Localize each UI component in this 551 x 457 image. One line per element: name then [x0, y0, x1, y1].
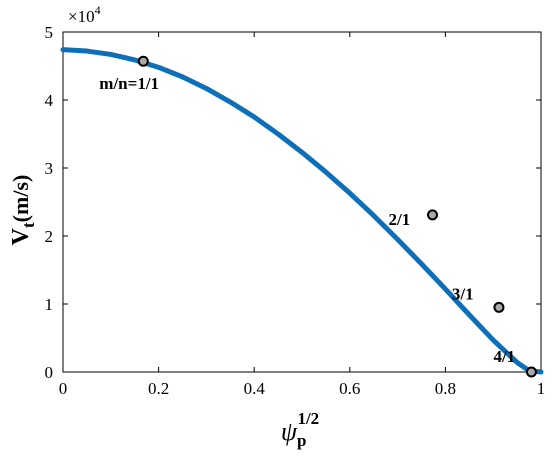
y-tick-label: 2	[45, 227, 54, 246]
y-axis-label: Vt(m/s)	[8, 175, 38, 246]
x-tick-label: 0.8	[435, 379, 456, 398]
data-point-marker	[426, 209, 438, 221]
data-point-label: 2/1	[388, 210, 410, 229]
y-tick-label: 0	[45, 363, 54, 382]
y-tick-label: 4	[45, 91, 54, 110]
series-line	[60, 47, 544, 375]
x-tick-label: 0.4	[244, 379, 266, 398]
plot-frame	[62, 31, 542, 373]
data-point-marker	[525, 366, 537, 378]
data-point-marker	[493, 301, 505, 313]
data-point-label: 4/1	[493, 347, 515, 366]
y-tick-label: 3	[45, 159, 54, 178]
x-tick-label: 0.2	[148, 379, 169, 398]
x-tick-label: 1	[537, 379, 546, 398]
y-tick-label: 1	[45, 295, 54, 314]
x-axis-label: ψp1/2	[281, 409, 319, 450]
y-tick-label: 5	[45, 23, 54, 42]
markers-group: m/n=1/1 2/1 3/1 4/1	[99, 55, 537, 378]
x-tick-label: 0.6	[339, 379, 360, 398]
data-point-label: m/n=1/1	[99, 74, 159, 93]
x-tick-label: 0	[59, 379, 68, 398]
ticks: 0 0.2 0.4 0.6 0.8 1 0 1 2 3 4 5	[45, 23, 546, 398]
data-point-label: 3/1	[452, 284, 474, 303]
y-exponent-label: ×104	[68, 3, 101, 26]
data-point-marker	[137, 55, 149, 67]
series-group	[60, 47, 544, 375]
